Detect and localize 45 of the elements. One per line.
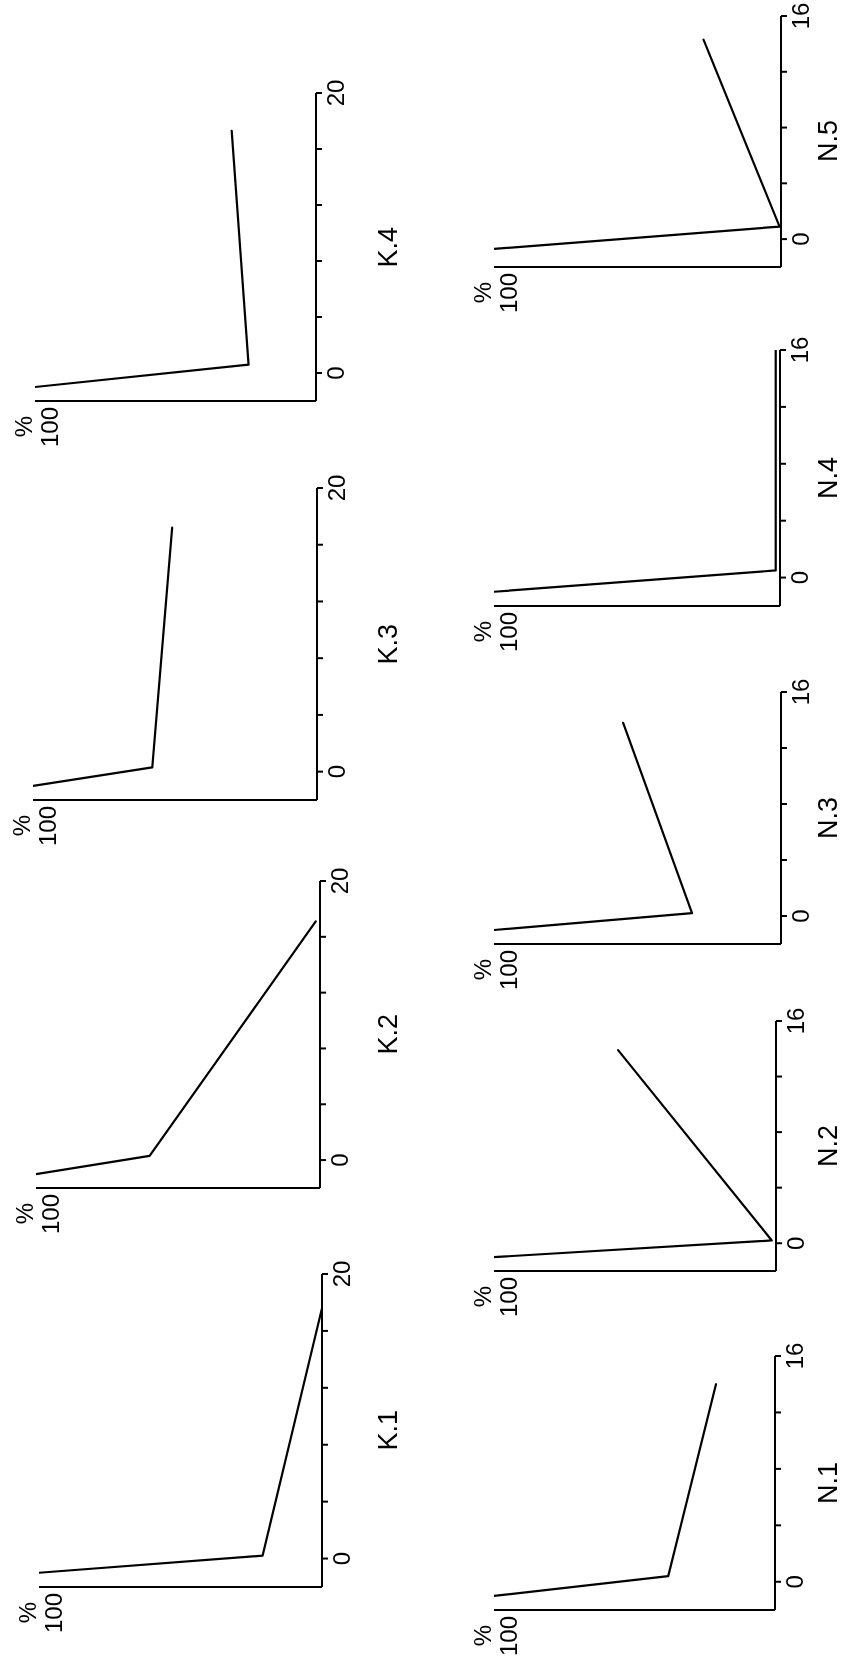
y-tick-label: 0 [325,1153,353,1167]
y-tick-label: 20 [327,1260,355,1288]
y-tick-label: 0 [322,764,350,779]
y-tick-label: 20 [321,79,349,107]
text: % [8,815,35,837]
text: 100 [495,612,522,653]
y-axis-title: K.4 [372,226,403,268]
y-axis-title: N.3 [812,796,843,840]
text: % [469,959,496,981]
y-axis-title: K.1 [372,1410,403,1451]
text: % [469,1625,496,1647]
text: 100 [495,273,522,314]
y-axis-title: N.1 [812,1461,843,1505]
y-axis-title: N.5 [812,120,843,163]
text: % [10,416,37,438]
y-tick-label: 16 [785,336,813,364]
text: 100 [36,407,63,448]
text: % [469,282,496,304]
y-tick-label: 0 [781,1236,809,1250]
y-tick-label: 0 [321,366,349,380]
text: 100 [40,1593,67,1634]
text: 100 [34,806,61,847]
y-axis-title: N.4 [812,456,843,500]
y-tick-label: 16 [781,1007,809,1035]
y-tick-label: 20 [325,867,353,895]
text: 100 [495,950,522,991]
text: 100 [495,1277,522,1318]
y-tick-label: 16 [780,1342,808,1370]
y-tick-label: 0 [327,1551,355,1566]
y-axis-title: N.2 [812,1124,843,1168]
text: % [11,1203,38,1225]
y-tick-label: 16 [786,678,814,706]
y-tick-label: 0 [786,232,814,246]
y-tick-label: 0 [786,909,814,923]
y-tick-label: 0 [780,1575,808,1589]
text: 100 [495,1616,522,1657]
text: 100 [37,1194,64,1235]
y-axis-title: K.2 [372,1014,403,1055]
text: % [469,1286,496,1308]
y-axis-title: K.3 [372,623,403,665]
y-tick-label: 20 [322,474,350,502]
text: % [14,1602,41,1624]
text: % [469,621,496,643]
y-tick-label: 0 [785,570,813,585]
y-tick-label: 16 [786,2,814,30]
